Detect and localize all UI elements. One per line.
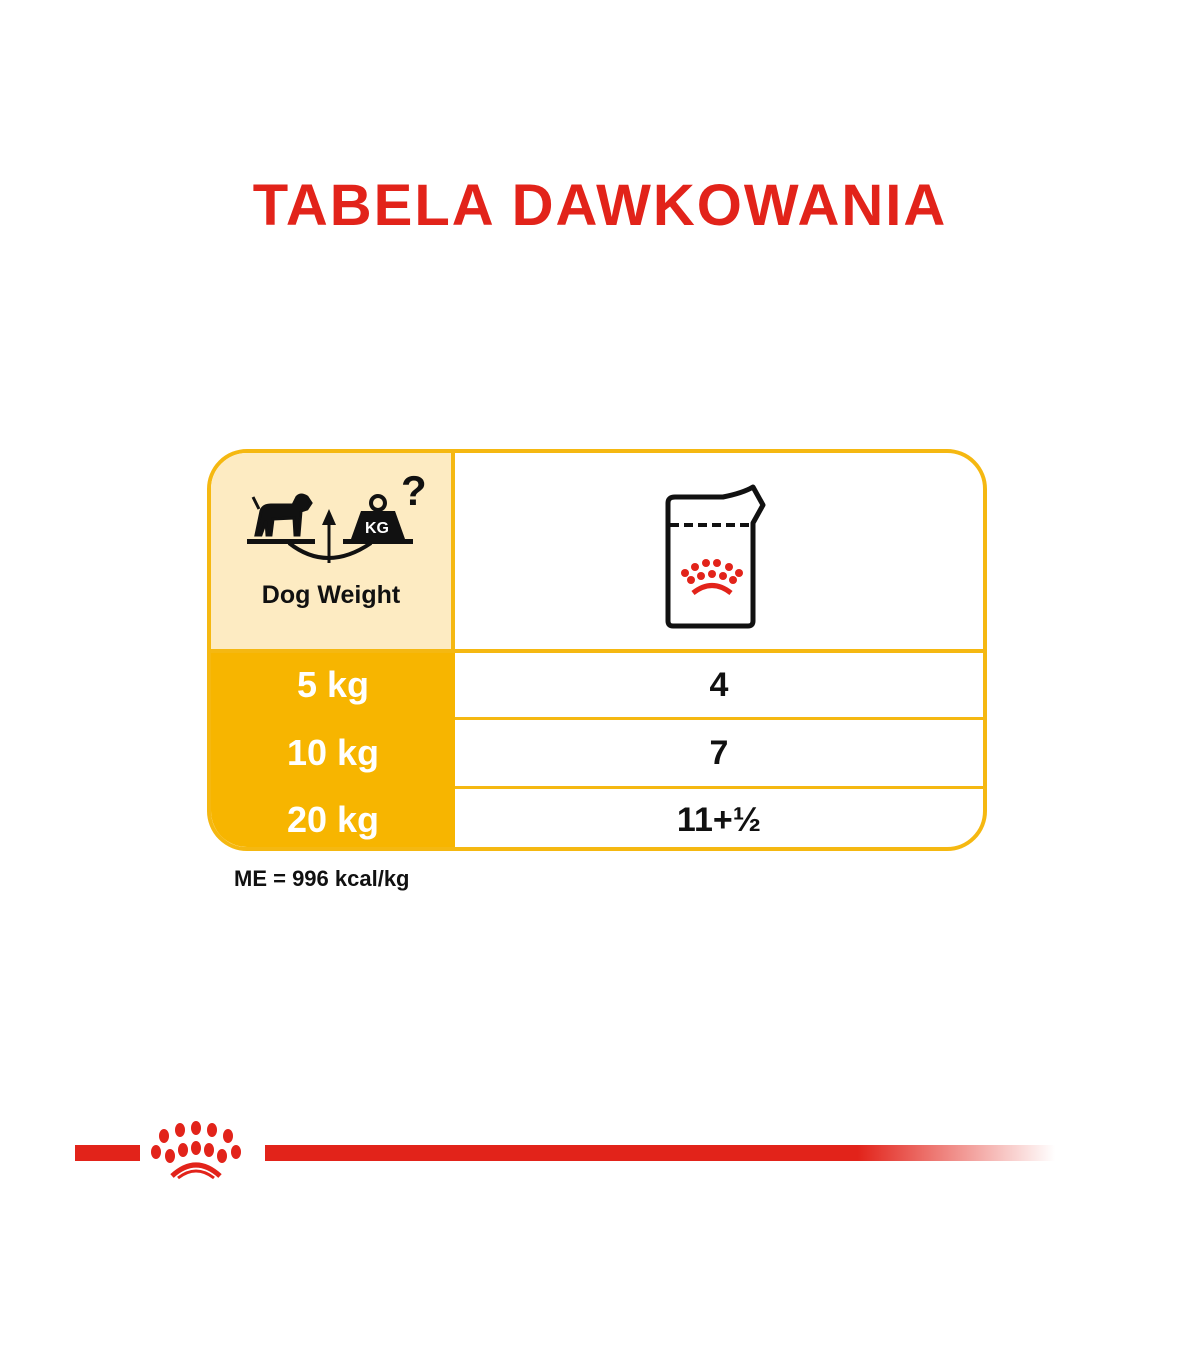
royal-canin-crown-icon: [151, 1121, 241, 1180]
table-row: 5 kg 4: [211, 653, 983, 717]
table-row: 10 kg 7: [211, 720, 983, 786]
dog-weight-label: Dog Weight: [261, 581, 401, 609]
divider: [455, 717, 983, 720]
brand-bar-right: [265, 1145, 1055, 1161]
pouch-header: [455, 453, 983, 653]
energy-footnote: ME = 996 kcal/kg: [234, 866, 410, 891]
divider: [455, 786, 983, 789]
weight-cell: 5 kg: [296, 664, 370, 705]
weight-column: [211, 653, 455, 847]
pouch-icon: [665, 484, 766, 629]
feeding-table: KG ? Dog Weight 5 kg 4 10 kg 7 20 kg 11+½: [207, 449, 987, 851]
svg-text:?: ?: [401, 467, 427, 514]
pouch-cell: 7: [709, 734, 729, 772]
svg-text:KG: KG: [365, 520, 389, 537]
weight-cell: 20 kg: [286, 799, 380, 840]
dog-scale-kg-icon: KG ?: [247, 467, 427, 563]
brand-bar-left: [75, 1145, 140, 1161]
table-row: 20 kg 11+½: [211, 789, 983, 847]
weight-header: KG ? Dog Weight: [211, 453, 455, 653]
pouch-cell: 4: [709, 666, 729, 704]
page-title: TABELA DAWKOWANIA: [252, 173, 948, 238]
weight-cell: 10 kg: [286, 732, 380, 773]
pouch-cell: 11+½: [676, 801, 762, 839]
